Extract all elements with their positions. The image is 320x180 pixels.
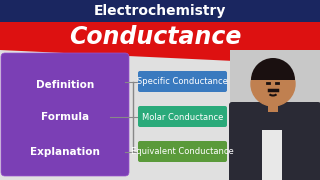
Text: Conductance: Conductance <box>69 25 241 49</box>
Text: Definition: Definition <box>36 80 94 90</box>
FancyBboxPatch shape <box>138 106 227 127</box>
Text: Molar Conductance: Molar Conductance <box>142 112 223 122</box>
FancyBboxPatch shape <box>262 130 282 180</box>
Circle shape <box>251 62 295 106</box>
FancyBboxPatch shape <box>138 141 227 162</box>
Text: Electrochemistry: Electrochemistry <box>94 4 226 18</box>
Text: Formula: Formula <box>41 112 89 122</box>
FancyBboxPatch shape <box>0 0 320 22</box>
FancyBboxPatch shape <box>268 98 278 112</box>
FancyBboxPatch shape <box>0 50 320 180</box>
FancyBboxPatch shape <box>230 50 320 180</box>
FancyBboxPatch shape <box>0 50 320 180</box>
FancyBboxPatch shape <box>229 102 320 180</box>
Wedge shape <box>251 58 295 80</box>
FancyBboxPatch shape <box>138 71 227 92</box>
Text: Explanation: Explanation <box>30 147 100 157</box>
FancyBboxPatch shape <box>1 53 129 176</box>
Text: Equivalent Conductance: Equivalent Conductance <box>131 147 234 156</box>
Text: Specific Conductance: Specific Conductance <box>137 78 228 87</box>
Polygon shape <box>0 22 320 65</box>
